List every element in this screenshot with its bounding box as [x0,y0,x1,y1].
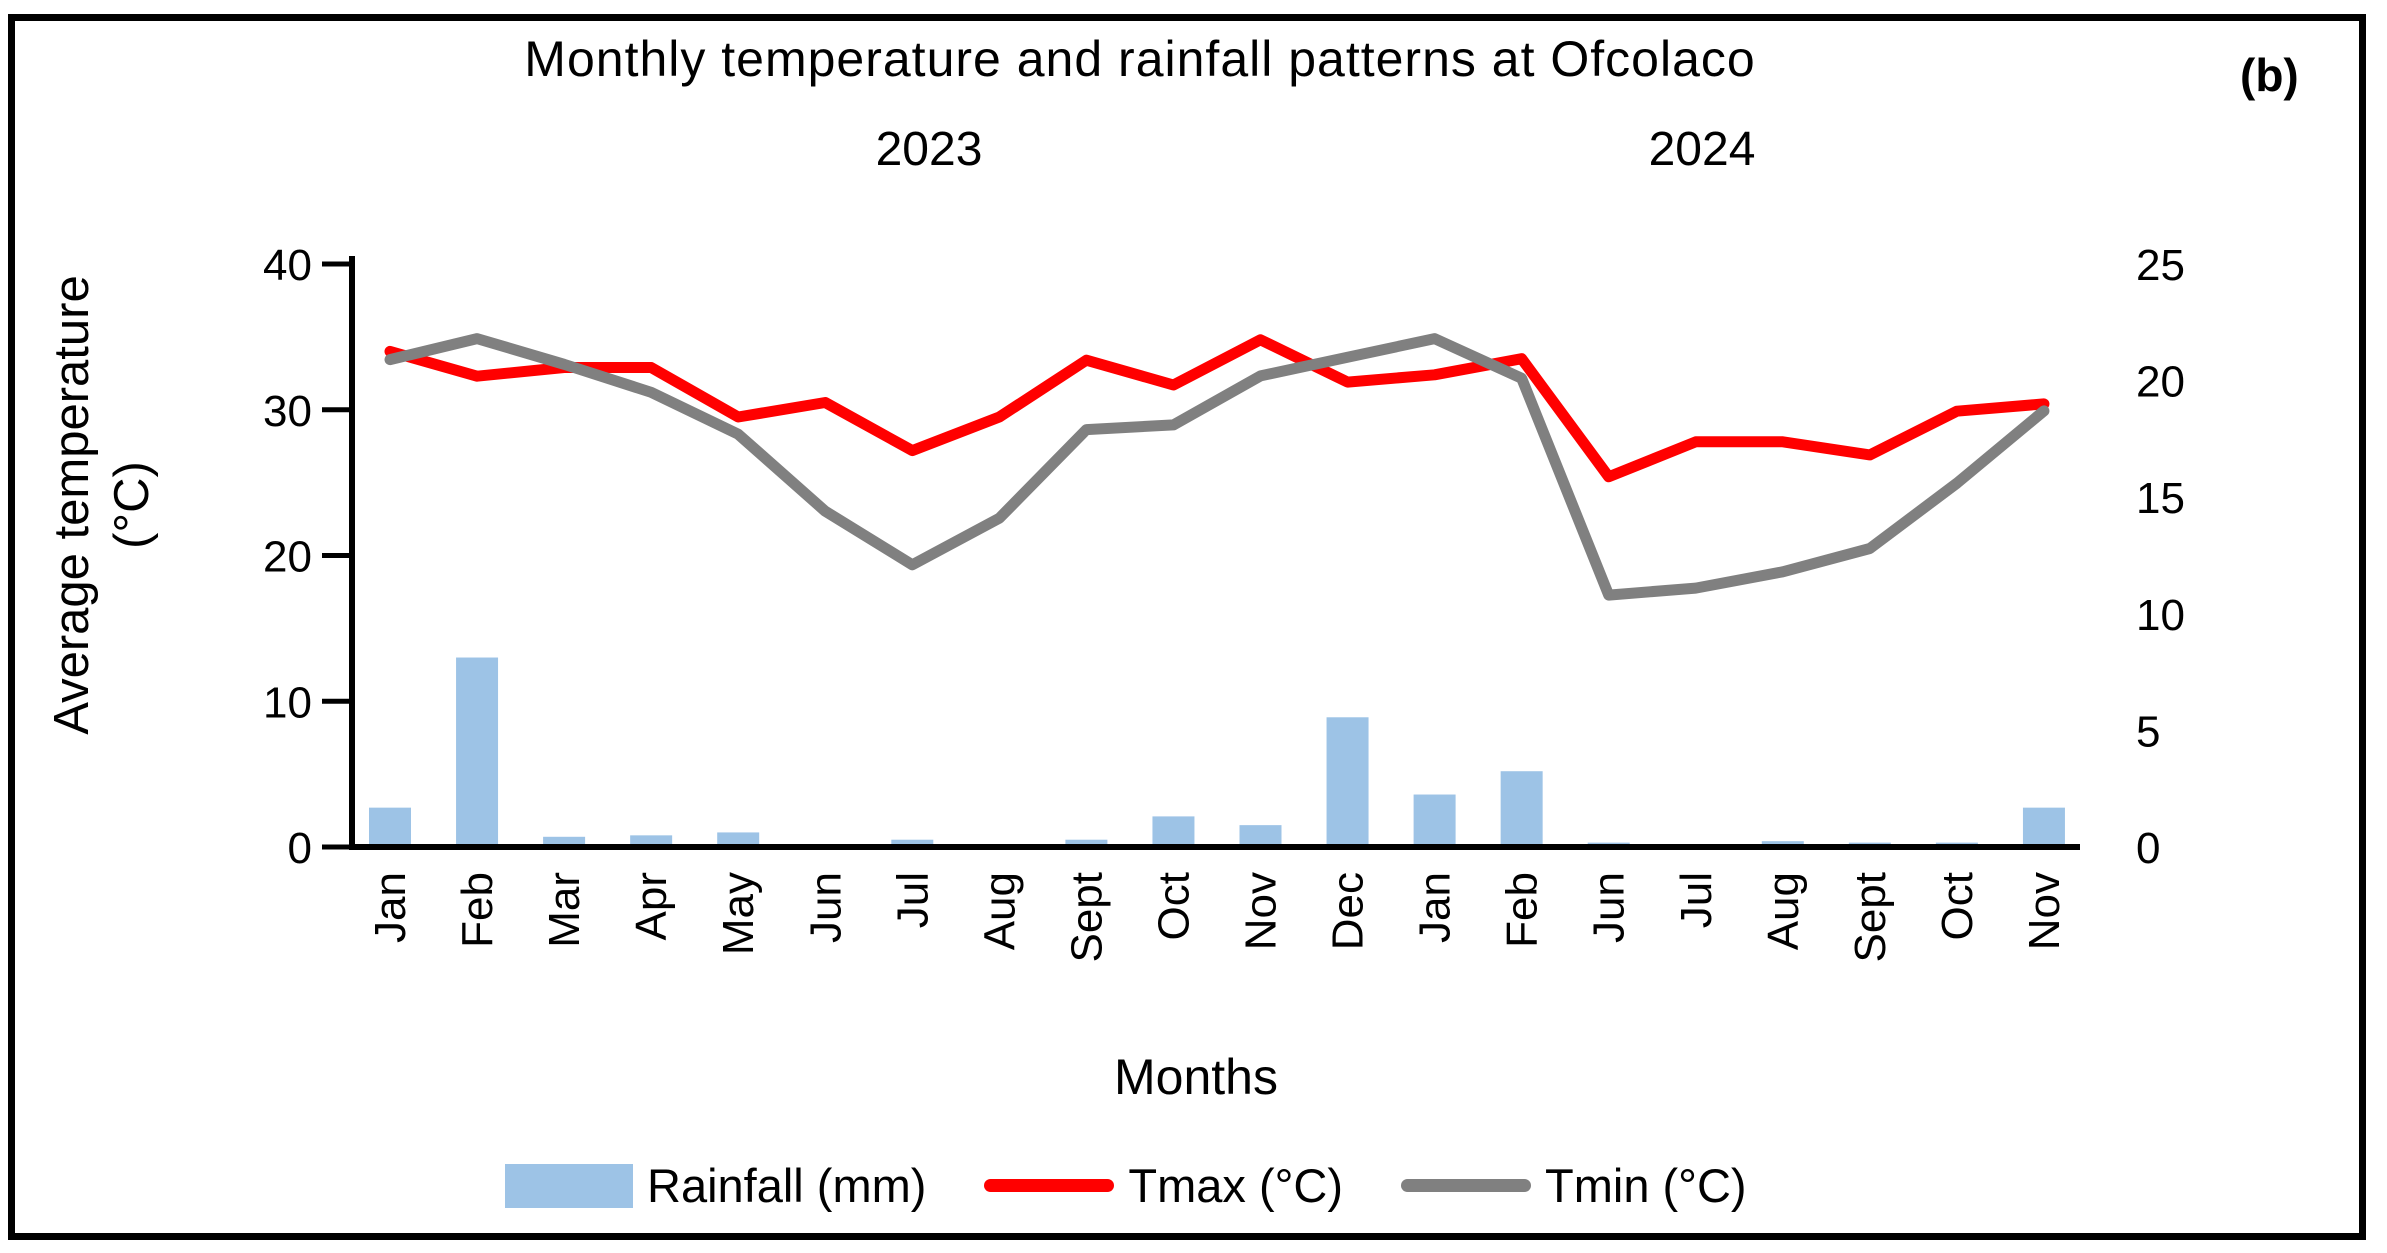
rainfall-bar [1500,771,1543,847]
year-label-2024: 2024 [1648,123,1756,176]
right-tick-label: 15 [2136,474,2185,523]
rainfall-bar [717,832,760,847]
month-label: Nov [2020,872,2069,950]
left-tick-label: 40 [263,241,312,290]
month-label: Sept [1062,872,1111,963]
tmax-line-icon [984,1179,1115,1192]
month-label: Jul [888,872,937,928]
rainfall-bar [1239,825,1282,847]
rainfall-bar [1326,717,1369,847]
month-label: Feb [453,872,502,948]
x-axis-title: Months [1114,1049,1278,1105]
rainfall-bar [1413,794,1456,847]
right-tick-label: 25 [2136,241,2185,290]
rainfall-swatch-icon [505,1163,633,1208]
month-label: Aug [975,872,1024,950]
month-label: Jul [1672,872,1721,928]
left-tick-label: 30 [263,387,312,436]
month-label: Nov [1237,872,1286,950]
month-label: Oct [1149,872,1198,940]
y-axis-title-line2: (°C) [105,461,159,549]
month-label: Apr [627,872,676,940]
left-tick-label: 0 [288,824,312,873]
legend-label-tmin: Tmin (°C) [1545,1159,1747,1212]
right-tick-label: 10 [2136,591,2185,640]
tmin-line [384,333,2050,601]
rainfall-bar [456,657,499,847]
right-tick-label: 5 [2136,707,2160,756]
legend-label-rainfall: Rainfall (mm) [647,1159,927,1212]
right-tick-label: 0 [2136,824,2160,873]
rainfall-bar [891,839,934,847]
left-tick-label: 10 [263,678,312,727]
rainfall-bar [369,807,411,847]
right-tick-label: 20 [2136,358,2185,407]
month-label: Feb [1498,872,1547,948]
month-label: Sept [1846,872,1895,963]
legend-label-tmax: Tmax (°C) [1128,1159,1344,1212]
month-label: Jun [801,872,850,943]
rainfall-bar [1152,816,1195,847]
rainfall-bar [543,836,586,847]
legend-item-tmin: Tmin (°C) [1401,1158,1747,1213]
month-label: Mar [540,872,589,948]
legend-item-tmax: Tmax (°C) [984,1158,1343,1213]
rainfall-bar [630,835,673,847]
month-label: Dec [1324,872,1373,950]
y-axis-title-line1: Average temperature [45,275,99,734]
month-label: May [714,872,763,955]
month-label: Aug [1759,872,1808,950]
chart-title: Monthly temperature and rainfall pattern… [524,31,1756,87]
left-tick-label: 20 [263,533,312,582]
year-label-2023: 2023 [875,123,983,176]
legend-item-rainfall: Rainfall (mm) [505,1158,926,1213]
rainfall-bar [1065,839,1108,847]
rainfall-bar [2022,807,2065,847]
y-axis-title: Average temperature (°C) [45,275,159,734]
tmax-line [384,334,2050,483]
month-label: Oct [1933,872,1982,940]
month-label: Jan [1411,872,1460,943]
month-label: Jun [1585,872,1634,943]
tmin-line-icon [1401,1179,1532,1192]
month-label: Jan [366,872,415,943]
legend: Rainfall (mm) Tmax (°C) Tmin (°C) [505,1158,2005,1213]
panel-label: (b) [2240,49,2299,101]
figure-border [8,14,2366,1240]
